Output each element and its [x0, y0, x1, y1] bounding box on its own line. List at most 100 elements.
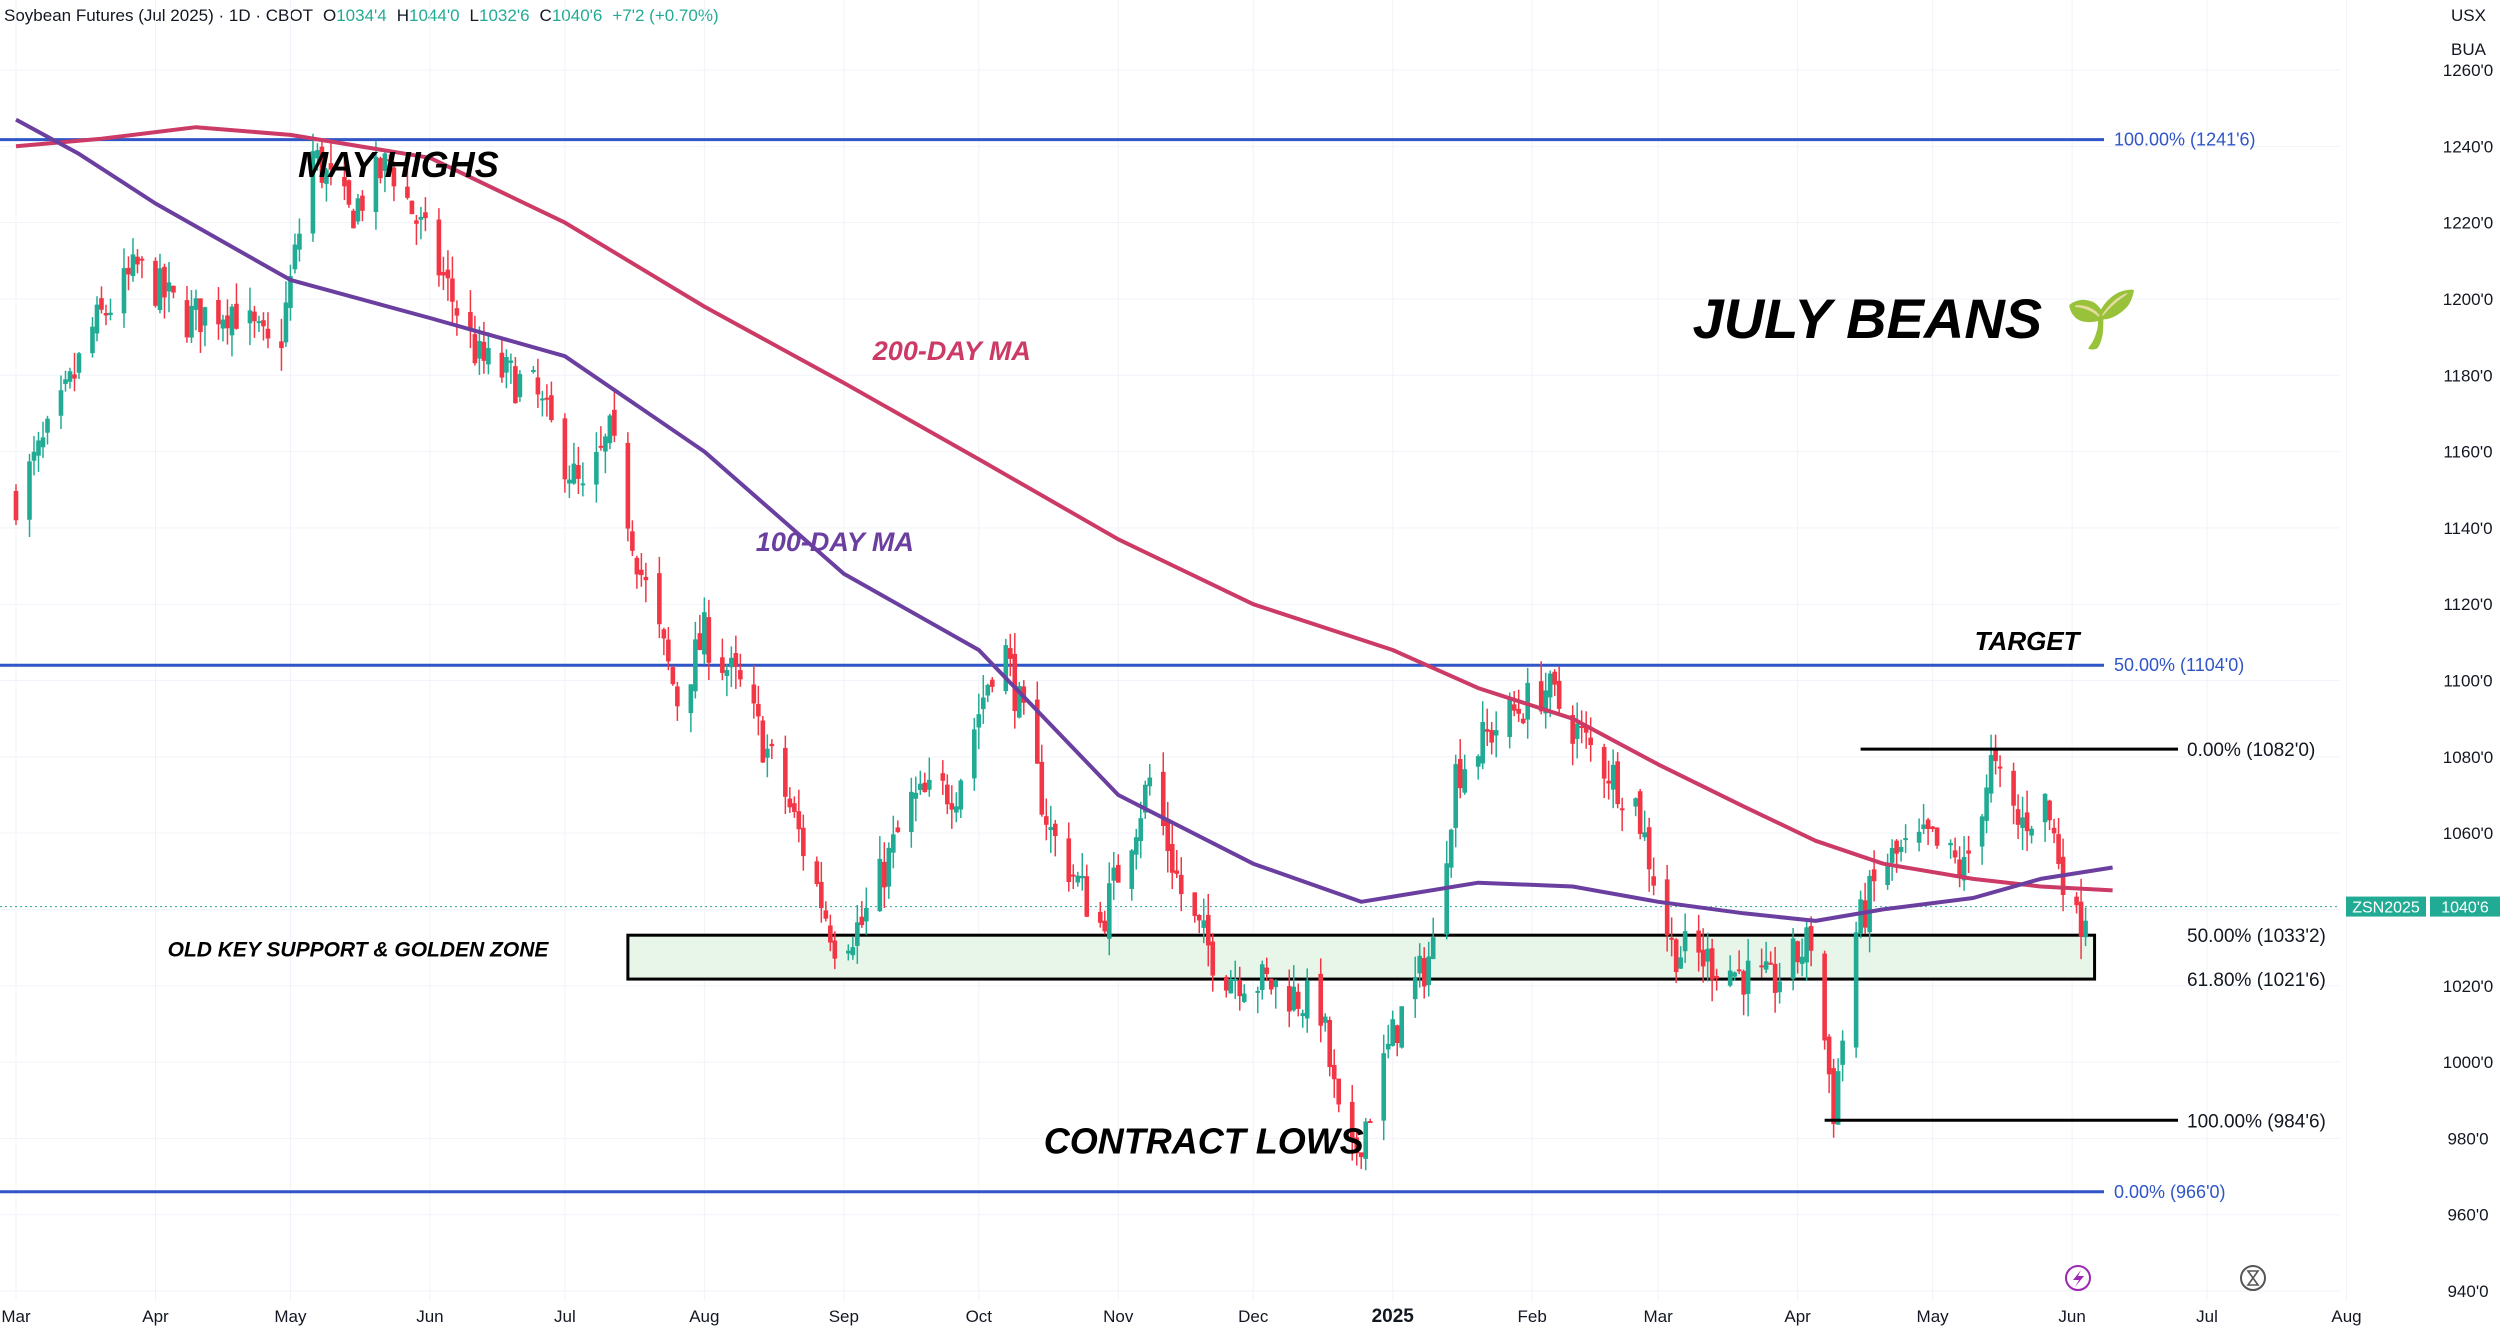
candle-body: [139, 258, 145, 261]
fib-level-label: 0.00% (966'0): [2114, 1182, 2226, 1202]
candle-body: [980, 697, 986, 710]
candle-body: [504, 356, 509, 373]
candle-body: [666, 639, 671, 662]
candle-body: [1421, 957, 1427, 987]
candle-body: [1777, 981, 1782, 993]
candle-body: [252, 311, 257, 322]
candle-body: [1165, 818, 1171, 852]
candle-body: [72, 374, 77, 379]
candle-body: [1930, 826, 1935, 829]
candle-body: [198, 298, 203, 333]
candle-body: [1178, 874, 1184, 895]
x-tick-label: May: [274, 1307, 307, 1326]
retracement-label: 50.00% (1033'2): [2187, 926, 2326, 947]
x-tick-label: Mar: [1, 1307, 31, 1326]
symbol-title: Soybean Futures (Jul 2025) · 1D · CBOT: [4, 6, 313, 25]
candle-body: [1160, 771, 1166, 827]
currency-label[interactable]: USX: [2451, 6, 2486, 25]
retracement-label: 100.00% (984'6): [2187, 1111, 2326, 1132]
candle-body: [1705, 948, 1710, 962]
candle-body: [535, 377, 541, 395]
candle-body: [1997, 766, 2003, 769]
candle-body: [1079, 875, 1085, 879]
candle-body: [319, 146, 325, 183]
candle-body: [441, 271, 446, 276]
candle-body: [261, 320, 266, 327]
candle-body: [1759, 965, 1764, 968]
candle-body: [31, 451, 37, 461]
candle-body: [1642, 832, 1647, 838]
candle-body: [1300, 1013, 1306, 1017]
candle-body: [346, 180, 352, 205]
candle-body: [2051, 827, 2057, 834]
candle-body: [1138, 818, 1144, 842]
candle-body: [468, 311, 473, 331]
x-axis: Mar Apr May Jun Jul Aug Sep Oct Nov Dec 2025 Feb Mar…: [1, 1306, 2361, 1327]
candle-body: [1543, 690, 1548, 714]
candle-body: [877, 858, 883, 912]
candle-body: [1984, 787, 1989, 821]
candle-body: [1799, 956, 1805, 964]
y-tick-label: 1200'0: [2443, 290, 2494, 309]
candle-body: [1525, 682, 1530, 720]
candle-body: [1336, 1078, 1342, 1105]
candle-body: [895, 827, 901, 833]
candle-body: [1633, 798, 1638, 807]
candle-body: [1867, 875, 1872, 933]
candle-body: [2029, 828, 2034, 836]
candle-body: [976, 714, 982, 728]
unit-label[interactable]: BUA: [2451, 40, 2486, 59]
candle-body: [531, 370, 536, 373]
candle-body: [67, 371, 73, 382]
chart-title: JULY BEANS 🌱: [1693, 287, 2137, 351]
candle-body: [220, 319, 226, 329]
grid: [0, 0, 2348, 1300]
candle-body: [328, 163, 334, 170]
candle-body: [1795, 941, 1800, 963]
symbol-tag-text: ZSN2025: [2352, 900, 2420, 917]
candle-body: [1601, 746, 1607, 779]
candle-body: [1457, 759, 1463, 789]
candle-body: [1925, 819, 1931, 830]
candle-body: [297, 233, 302, 250]
candle-body: [1043, 816, 1049, 825]
candle-body: [832, 940, 838, 959]
candle-body: [1327, 1019, 1333, 1068]
x-tick-label: Oct: [966, 1307, 993, 1326]
candle-body: [1192, 892, 1198, 916]
candle-body: [765, 748, 770, 758]
candle-body: [1169, 844, 1175, 873]
y-tick-label: 1220'0: [2443, 214, 2494, 233]
candle-body: [342, 176, 347, 187]
candle-body: [1003, 645, 1009, 692]
candle-body: [1871, 869, 1877, 882]
x-tick-label: Jul: [2196, 1307, 2218, 1326]
candle-body: [1538, 681, 1544, 712]
candle-body: [1669, 937, 1674, 940]
flash-icon[interactable]: [2065, 1265, 2091, 1291]
open-label: O: [322, 6, 337, 25]
candle-body: [94, 304, 100, 334]
y-tick-label: 1000'0: [2443, 1053, 2494, 1072]
candle-body: [891, 834, 896, 853]
candle-body: [414, 220, 419, 224]
candle-body: [639, 569, 644, 576]
candle-body: [2015, 809, 2021, 825]
candle-body: [1835, 1071, 1841, 1125]
ma-200-line: [15, 125, 2113, 893]
y-tick-label: 1120'0: [2443, 595, 2492, 614]
candle-body: [945, 784, 950, 805]
y-axis: 940'0960'0980'01000'01020'01040'01060'01…: [2443, 61, 2494, 1301]
candle-body: [706, 617, 712, 663]
timer-icon[interactable]: [2240, 1265, 2266, 1291]
candle-body: [513, 366, 518, 404]
candle-body: [1322, 1016, 1328, 1023]
candle-body: [657, 573, 662, 625]
candle-body: [58, 390, 64, 416]
candle-body: [1048, 827, 1054, 831]
candle-body: [1516, 708, 1521, 714]
candle-body: [1417, 955, 1423, 974]
y-tick-label: 980'0: [2447, 1129, 2488, 1148]
candle-body: [864, 907, 869, 922]
